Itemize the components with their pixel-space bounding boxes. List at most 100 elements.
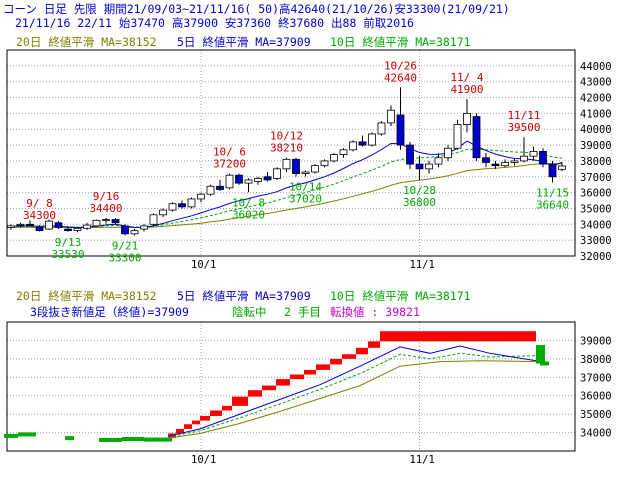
new-price-brick — [368, 341, 380, 348]
trend-state: 陰転中 — [232, 305, 267, 319]
low-date-label: 10/28 — [403, 184, 436, 197]
legend-item: 10日 終値平滑 MA=38171 — [330, 289, 471, 303]
new-price-info: 3段抜き新値足（終値)=37909 — [30, 305, 189, 319]
legend-item: 10日 終値平滑 MA=38171 — [330, 35, 471, 49]
candle-body — [159, 209, 167, 216]
moving-average-line — [10, 148, 563, 228]
candle-body — [235, 174, 243, 184]
candle-body — [187, 198, 196, 208]
y-tick-label: 34000 — [580, 219, 612, 231]
candle-body — [425, 163, 433, 170]
candle-body — [282, 158, 291, 170]
y-tick-label: 35000 — [580, 203, 612, 215]
candle-body — [501, 162, 509, 167]
low-date-label: 9/21 — [112, 239, 139, 252]
y-tick-label: 33000 — [580, 235, 612, 247]
candle-body — [206, 185, 215, 195]
candle-body — [548, 163, 557, 178]
high-value-label: 38210 — [270, 142, 303, 155]
y-tick-label: 42000 — [580, 93, 612, 105]
y-tick-label: 36000 — [580, 391, 612, 403]
candle-body — [349, 141, 357, 151]
candle-body — [73, 227, 82, 232]
candlestick-panel: 32000 33000 34000 35000 36000 37000 38000 39000… — [6, 49, 612, 271]
candle-body — [26, 223, 34, 227]
candle-body — [263, 176, 272, 181]
new-price-panel: 34000 35000 36000 37000 38000 39000 10/1 11/1 — [4, 321, 612, 466]
candle-body — [339, 149, 348, 155]
moving-average-line — [10, 140, 563, 229]
low-value-label: 33300 — [108, 251, 141, 264]
y-tick-label: 38000 — [580, 156, 612, 168]
new-price-brick — [316, 364, 330, 370]
new-price-segment — [540, 361, 549, 366]
candle-body — [510, 160, 519, 163]
candle-body — [149, 214, 158, 225]
y-tick-label: 36000 — [580, 188, 612, 200]
low-value-label: 36020 — [232, 208, 265, 221]
y-tick-label: 32000 — [580, 251, 612, 263]
low-value-label: 36800 — [403, 196, 436, 209]
moving-average-line — [10, 163, 563, 229]
moving-average-line — [167, 352, 537, 438]
candle-body — [472, 116, 481, 159]
candle-body — [92, 219, 101, 227]
y-tick-label: 34000 — [580, 428, 612, 440]
high-value-label: 39500 — [507, 121, 540, 134]
candle-body — [396, 114, 405, 146]
y-tick-label: 38000 — [580, 354, 612, 366]
candle-body — [216, 185, 224, 190]
candle-body — [330, 154, 338, 162]
candle-body — [197, 193, 205, 200]
candle-body — [54, 222, 63, 228]
new-price-brick — [248, 390, 262, 397]
header-line-2: 21/11/16 22/11 始37470 高37900 安37360 終376… — [15, 16, 414, 30]
candle-body — [102, 219, 110, 221]
x-tick-label: 10/1 — [191, 259, 216, 271]
bottom-legend: 20日 終値平滑 MA=38152 5日 終値平滑 MA=37909 10日 終値平… — [16, 289, 471, 303]
high-date-label: 11/11 — [507, 109, 540, 122]
candle-body — [64, 228, 72, 232]
new-price-brick — [290, 374, 304, 380]
candle-body — [45, 220, 53, 230]
new-price-brick — [210, 410, 222, 416]
new-price-brick — [356, 347, 368, 355]
candle-body — [83, 224, 91, 229]
new-price-brick — [276, 379, 290, 386]
candle-body — [491, 163, 500, 167]
candle-body — [377, 122, 386, 135]
candle-body — [558, 165, 566, 170]
candle-body — [178, 203, 186, 208]
candle-body — [406, 144, 414, 165]
y-tick-label: 39000 — [580, 335, 612, 347]
low-date-label: 10/ 8 — [232, 196, 265, 209]
high-value-label: 34400 — [89, 202, 122, 215]
y-tick-label: 43000 — [580, 77, 612, 89]
new-price-segment — [4, 433, 18, 438]
new-price-brick — [200, 415, 210, 421]
moving-average-line — [167, 360, 537, 439]
step-count: 2 手目 — [284, 305, 321, 319]
low-date-label: 9/13 — [55, 236, 82, 249]
new-price-segment — [18, 432, 36, 437]
candle-body — [244, 179, 253, 184]
new-price-brick — [184, 424, 192, 429]
legend-item: 20日 終値平滑 MA=38152 — [16, 35, 157, 49]
new-price-brick — [192, 420, 200, 425]
y-tick-label: 39000 — [580, 140, 612, 152]
bottom-plot-frame — [6, 321, 576, 452]
low-date-label: 11/15 — [536, 186, 569, 199]
header-line-1: コーン 日足 先限 期間21/09/03~21/11/16( 50)高42640… — [3, 2, 510, 16]
y-tick-label: 37000 — [580, 372, 612, 384]
candle-body — [463, 112, 471, 125]
new-price-brick — [232, 396, 248, 406]
y-tick-label: 37000 — [580, 172, 612, 184]
x-tick-label: 11/1 — [410, 454, 435, 466]
legend-item: 5日 終値平滑 MA=37909 — [177, 289, 311, 303]
y-tick-label: 44000 — [580, 61, 612, 73]
bottom-info: 3段抜き新値足（終値)=37909 陰転中 2 手目 転換値 : 39821 — [30, 305, 420, 319]
legend-item: 5日 終値平滑 MA=37909 — [177, 35, 311, 49]
candle-body — [387, 109, 395, 124]
